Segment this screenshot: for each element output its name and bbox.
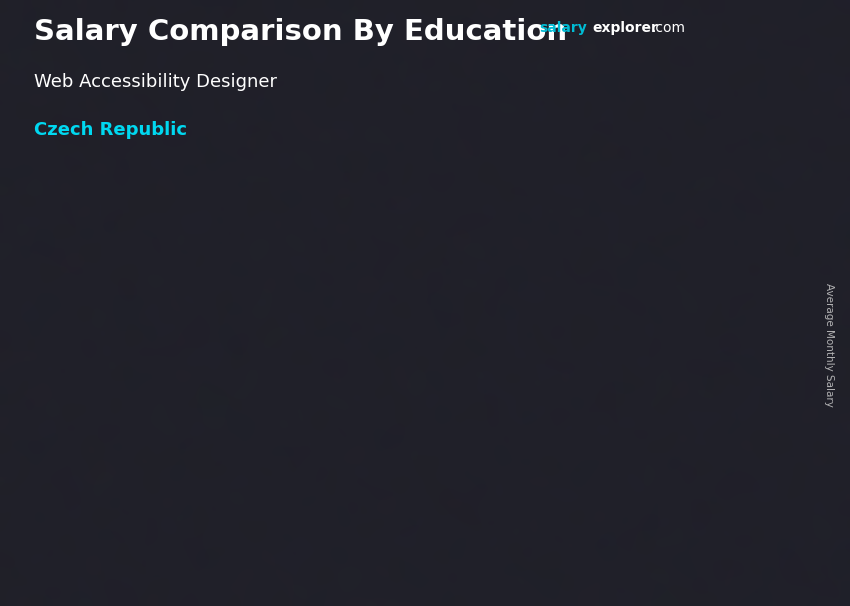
Polygon shape — [484, 360, 547, 439]
Bar — [471, 301, 560, 521]
Bar — [513, 301, 518, 521]
Bar — [667, 72, 765, 100]
Polygon shape — [667, 42, 716, 100]
Bar — [127, 384, 216, 521]
Text: 53,400 CZK: 53,400 CZK — [470, 279, 560, 293]
Text: .com: .com — [651, 21, 685, 35]
Text: +21%: +21% — [564, 234, 639, 258]
Polygon shape — [140, 421, 202, 470]
Bar — [667, 42, 765, 72]
FancyArrowPatch shape — [525, 233, 672, 290]
Text: 64,700 CZK: 64,700 CZK — [643, 232, 732, 246]
Bar — [341, 364, 346, 521]
Bar — [643, 254, 654, 521]
Text: Average Monthly Salary: Average Monthly Salary — [824, 284, 834, 407]
Bar — [298, 364, 388, 521]
Text: explorer: explorer — [592, 21, 658, 35]
Bar — [298, 364, 388, 368]
Text: 33,200 CZK: 33,200 CZK — [127, 362, 216, 376]
Bar — [127, 384, 216, 387]
Bar — [205, 384, 216, 521]
Bar — [722, 254, 732, 521]
Text: 37,900 CZK: 37,900 CZK — [298, 343, 388, 357]
Polygon shape — [656, 326, 718, 422]
Text: Web Accessibility Designer: Web Accessibility Designer — [34, 73, 277, 91]
Bar — [471, 301, 560, 306]
Bar — [377, 364, 388, 521]
Bar — [549, 301, 560, 521]
Bar — [643, 254, 732, 521]
Bar — [684, 254, 690, 521]
Text: salary: salary — [540, 21, 587, 35]
Bar — [643, 254, 732, 261]
Bar — [471, 301, 481, 521]
FancyArrowPatch shape — [353, 280, 501, 354]
Polygon shape — [312, 407, 375, 463]
Text: +14%: +14% — [219, 341, 295, 365]
Bar — [298, 364, 309, 521]
Text: Salary Comparison By Education: Salary Comparison By Education — [34, 18, 567, 46]
FancyArrowPatch shape — [182, 325, 330, 373]
Text: +41%: +41% — [391, 279, 468, 302]
Bar — [127, 384, 137, 521]
Text: Czech Republic: Czech Republic — [34, 121, 187, 139]
Bar — [168, 384, 174, 521]
